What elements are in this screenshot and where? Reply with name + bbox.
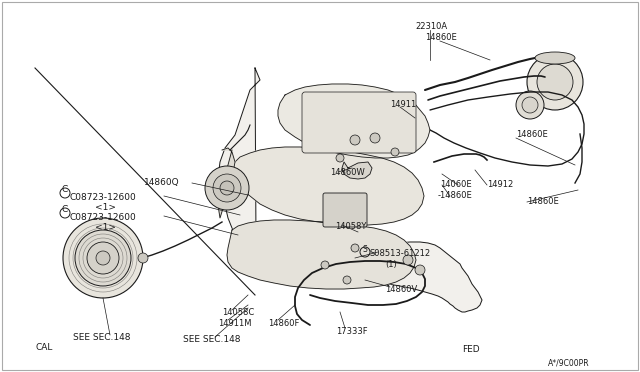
Text: 14058Y: 14058Y [335, 222, 366, 231]
Text: 14860V: 14860V [385, 285, 417, 294]
Circle shape [63, 218, 143, 298]
Polygon shape [218, 148, 235, 218]
Ellipse shape [535, 52, 575, 64]
Circle shape [403, 255, 413, 265]
Text: 14058C: 14058C [222, 308, 254, 317]
Text: S08513-61212: S08513-61212 [370, 249, 431, 258]
Circle shape [350, 135, 360, 145]
Text: FED: FED [462, 345, 479, 354]
Text: SEE SEC.148: SEE SEC.148 [73, 333, 131, 342]
Text: 14912: 14912 [487, 180, 513, 189]
Text: C: C [62, 186, 68, 195]
Circle shape [87, 242, 119, 274]
FancyBboxPatch shape [323, 193, 367, 227]
Text: C08723-12600: C08723-12600 [70, 193, 137, 202]
Text: <1>: <1> [95, 203, 116, 212]
Text: SEE SEC.148: SEE SEC.148 [183, 335, 241, 344]
Text: 14860W: 14860W [330, 168, 365, 177]
Text: <1>: <1> [95, 223, 116, 232]
Text: 14860F: 14860F [268, 319, 300, 328]
Circle shape [415, 265, 425, 275]
Circle shape [391, 148, 399, 156]
Circle shape [522, 97, 538, 113]
Circle shape [96, 251, 110, 265]
Text: 14860E: 14860E [425, 33, 457, 42]
Circle shape [343, 276, 351, 284]
Circle shape [321, 261, 329, 269]
Text: S: S [363, 244, 367, 253]
Polygon shape [232, 147, 424, 225]
Text: 14060E: 14060E [440, 180, 472, 189]
Circle shape [138, 253, 148, 263]
Circle shape [205, 166, 249, 210]
Circle shape [220, 181, 234, 195]
Text: 14860Q: 14860Q [144, 178, 180, 187]
Circle shape [527, 54, 583, 110]
Text: 14911M: 14911M [218, 319, 252, 328]
Text: C08723-12600: C08723-12600 [70, 213, 137, 222]
Text: CAL: CAL [35, 343, 52, 352]
Circle shape [213, 174, 241, 202]
Text: 17333F: 17333F [336, 327, 367, 336]
Polygon shape [218, 68, 482, 312]
Circle shape [370, 133, 380, 143]
Text: -14860E: -14860E [438, 191, 473, 200]
Text: (1): (1) [385, 260, 397, 269]
Circle shape [516, 91, 544, 119]
Text: C: C [62, 205, 68, 215]
Text: A*/9C00PR: A*/9C00PR [548, 359, 589, 368]
Circle shape [537, 64, 573, 100]
Polygon shape [227, 220, 416, 289]
Text: 14911: 14911 [390, 100, 416, 109]
Text: 14860E: 14860E [527, 197, 559, 206]
Text: 14860E: 14860E [516, 130, 548, 139]
Circle shape [75, 230, 131, 286]
Text: 22310A: 22310A [415, 22, 447, 31]
FancyBboxPatch shape [302, 92, 416, 153]
Circle shape [351, 244, 359, 252]
Circle shape [336, 154, 344, 162]
Polygon shape [342, 162, 372, 179]
Polygon shape [278, 84, 430, 158]
